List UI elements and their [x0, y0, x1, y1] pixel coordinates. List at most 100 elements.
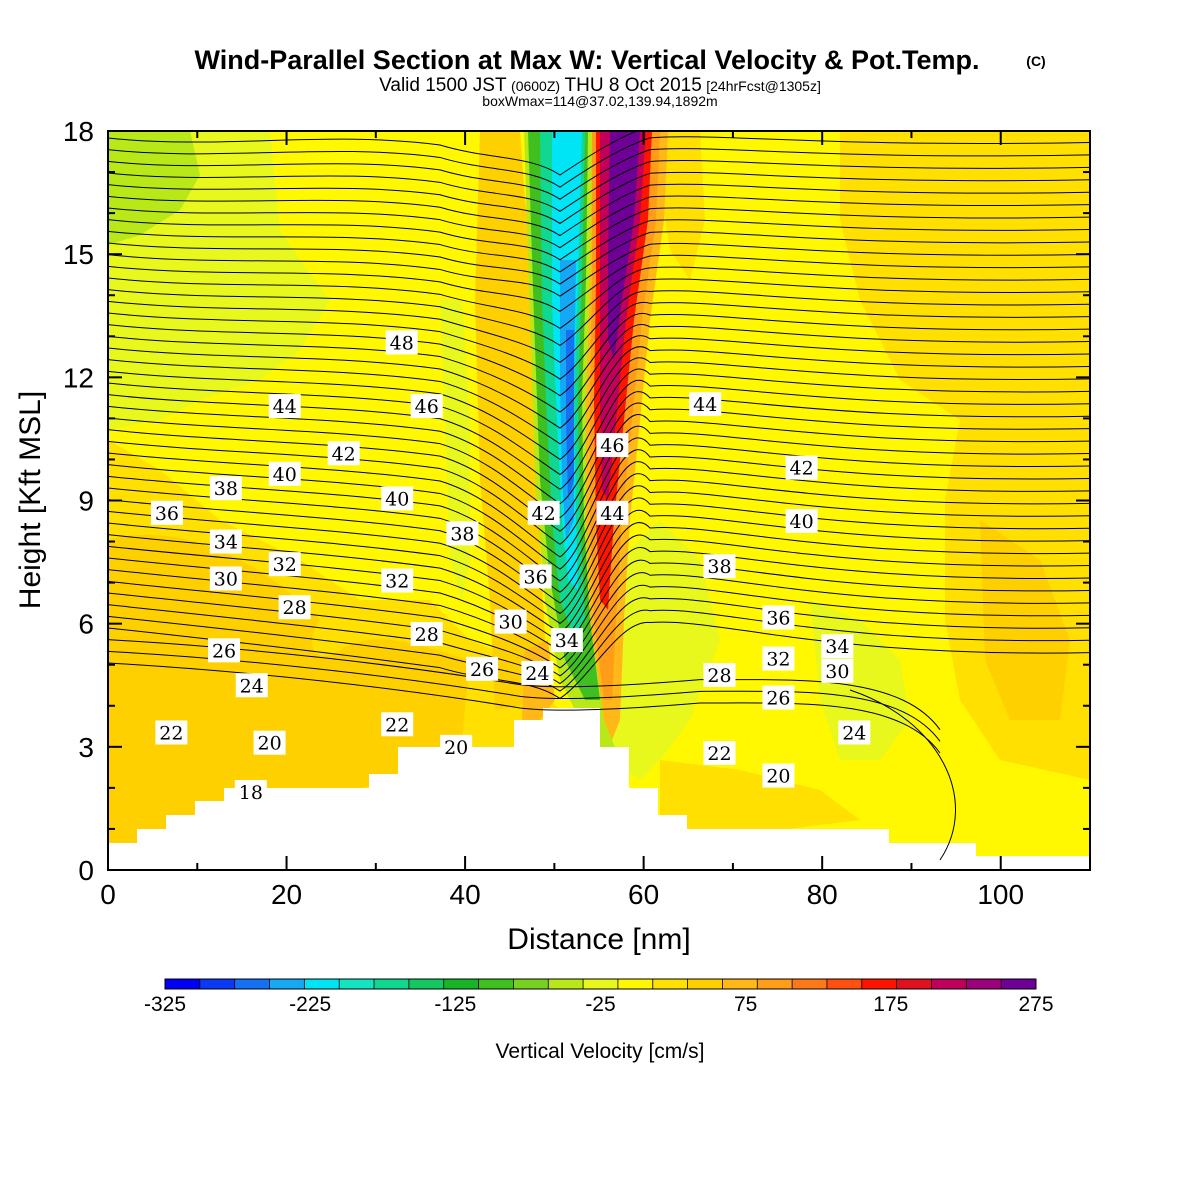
contour-label-box	[268, 552, 301, 577]
theta-contour-line	[108, 278, 1090, 346]
theta-contour-line	[108, 266, 1090, 329]
contour-label-box	[596, 500, 629, 525]
colorbar-swatch	[548, 979, 584, 989]
theta-contour-line	[108, 473, 1090, 593]
theta-contour-label: 40	[785, 509, 818, 534]
theta-contour-label: 22	[381, 712, 414, 737]
contour-label-box	[410, 394, 443, 419]
contour-label-box	[327, 441, 360, 466]
theta-contour-label: 38	[209, 476, 242, 501]
theta-contour-line	[108, 461, 1090, 582]
theta-contour-label: 34	[550, 628, 583, 653]
contour-label-value: 40	[273, 464, 297, 486]
contour-label-box	[381, 568, 414, 593]
contour-label-box	[838, 720, 871, 745]
contour-label-value: 22	[159, 722, 183, 744]
contour-label-value: 32	[766, 649, 790, 671]
contour-label-value: 46	[600, 435, 624, 457]
contour-label-box	[278, 595, 311, 620]
theta-contour-label: 30	[209, 566, 242, 591]
theta-contour-line	[108, 171, 1090, 225]
contour-label-box	[550, 628, 583, 653]
contour-label-value: 32	[385, 571, 409, 593]
theta-contour-label: 20	[762, 763, 795, 788]
theta-contour-line	[108, 254, 1090, 312]
field-region-orange-right-inner	[980, 520, 1070, 720]
contour-label-box	[208, 638, 241, 663]
colorbar-swatch	[896, 979, 932, 989]
contour-label-box	[521, 660, 554, 685]
theta-contour-line	[108, 312, 1090, 397]
contour-label-value: 42	[332, 443, 356, 465]
x-tick-label: 80	[807, 879, 838, 910]
contour-label-value: 28	[707, 665, 731, 687]
theta-contour-label: 34	[209, 529, 242, 554]
contour-label-box	[234, 779, 267, 804]
theta-contour-line	[108, 324, 1090, 413]
contour-label-value: 24	[240, 675, 264, 697]
colorbar-tick-label: -225	[289, 993, 331, 1016]
y-tick-label: 9	[78, 486, 94, 517]
colorbar-swatch	[722, 979, 758, 989]
colorbar-swatch	[304, 979, 340, 989]
contour-label-box	[785, 455, 818, 480]
theta-contour-label: 48	[385, 330, 418, 355]
colorbar-swatch	[931, 979, 967, 989]
colorbar-tick-label: 75	[734, 993, 757, 1016]
x-axis: 0 20 40 60 80 100	[100, 131, 1091, 910]
contour-label-value: 20	[444, 737, 468, 759]
theta-contour-label: 38	[703, 554, 736, 579]
contour-label-value: 34	[214, 532, 238, 554]
x-axis-title: Distance [nm]	[507, 923, 690, 956]
field-region-orange-right-low	[660, 760, 860, 840]
theta-contour-label: 44	[268, 394, 301, 419]
theta-contour-line	[108, 402, 1090, 519]
contour-label-box	[466, 656, 499, 681]
theta-contour-label: 24	[838, 720, 871, 745]
contour-label-box	[440, 734, 473, 759]
contour-label-value: 44	[273, 396, 297, 418]
theta-contour-line	[108, 391, 1090, 505]
colorbar-swatch	[583, 979, 619, 989]
colorbar-swatch	[617, 979, 654, 989]
colorbar-swatch	[861, 979, 898, 989]
theta-contour-label: 26	[762, 685, 795, 710]
contour-label-value: 44	[693, 394, 717, 416]
contour-label-value: 24	[842, 722, 866, 744]
contour-label-value: 28	[415, 624, 439, 646]
contour-label-box	[209, 529, 242, 554]
contour-label-box	[703, 740, 736, 765]
colorbar-tick-label: -325	[144, 993, 186, 1016]
colorbar-swatch	[443, 979, 480, 989]
theta-contour-line	[108, 662, 941, 754]
colorbar-tick-label: -25	[585, 993, 615, 1016]
theta-contour-line	[849, 689, 956, 861]
theta-contour-label: 42	[785, 455, 818, 480]
theta-contour-line	[108, 425, 1090, 545]
chart-subtitle: Valid 1500 JST (0600Z) THU 8 Oct 2015 [2…	[379, 75, 821, 96]
contour-label-value: 20	[766, 766, 790, 788]
x-tick-label: 0	[100, 879, 116, 910]
theta-contour-line	[108, 301, 1090, 380]
x-tick-label: 60	[628, 879, 659, 910]
contour-label-value: 26	[470, 659, 494, 681]
theta-contour-label: 46	[596, 433, 629, 458]
contour-label-box	[150, 500, 183, 525]
copyright-mark: (C)	[1026, 53, 1045, 69]
contour-label-value: 32	[273, 554, 297, 576]
chart-title: Wind-Parallel Section at Max W: Vertical…	[195, 45, 980, 75]
theta-contour-line	[108, 242, 1090, 297]
contour-label-value: 30	[214, 569, 238, 591]
terrain	[108, 708, 1090, 870]
contour-label-value: 38	[707, 556, 731, 578]
y-tick-label: 18	[63, 116, 94, 147]
theta-contour-line	[108, 650, 941, 742]
theta-contour-line	[108, 231, 1090, 285]
colorbar-swatch	[826, 979, 863, 989]
contour-label-box	[762, 763, 795, 788]
y-tick-label: 0	[78, 855, 94, 886]
theta-contour-line	[108, 357, 1090, 460]
contour-label-value: 22	[385, 714, 409, 736]
